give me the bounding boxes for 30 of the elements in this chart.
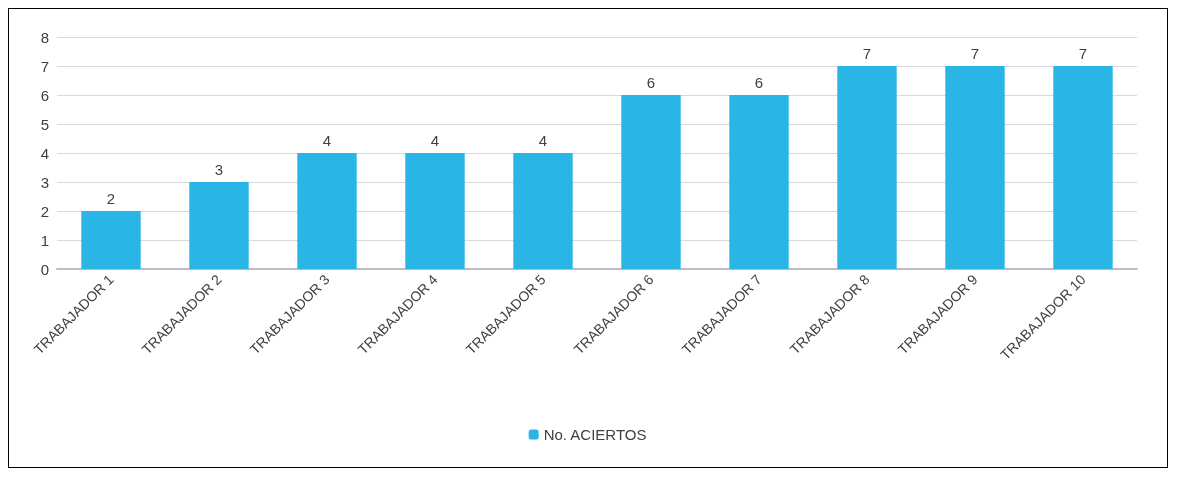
y-tick-label: 7: [40, 57, 49, 75]
bar: [405, 153, 465, 269]
bar: [729, 95, 789, 269]
y-tick-label: 6: [40, 86, 49, 104]
data-label: 4: [322, 132, 332, 149]
bar: [945, 66, 1005, 269]
y-tick-label: 3: [40, 173, 49, 191]
y-tick-label: 5: [40, 115, 49, 133]
bar: [621, 95, 681, 269]
legend-label: No. ACIERTOS: [543, 426, 647, 443]
data-label: 6: [754, 74, 764, 91]
bar: [297, 153, 357, 269]
bar: [837, 66, 897, 269]
y-tick-label: 2: [40, 202, 49, 220]
data-label: 2: [106, 190, 116, 207]
data-label: 6: [646, 74, 656, 91]
data-label: 4: [538, 132, 548, 149]
data-label: 7: [862, 45, 872, 62]
bar: [513, 153, 573, 269]
y-tick-label: 8: [40, 28, 49, 46]
data-label: 7: [970, 45, 980, 62]
y-tick-label: 0: [40, 260, 49, 278]
y-tick-label: 1: [40, 231, 49, 249]
bar: [1053, 66, 1113, 269]
bar: [81, 211, 141, 269]
data-label: 4: [430, 132, 440, 149]
bar: [189, 182, 249, 269]
data-label: 3: [214, 161, 224, 178]
data-label: 7: [1078, 45, 1088, 62]
y-tick-label: 4: [40, 144, 49, 162]
